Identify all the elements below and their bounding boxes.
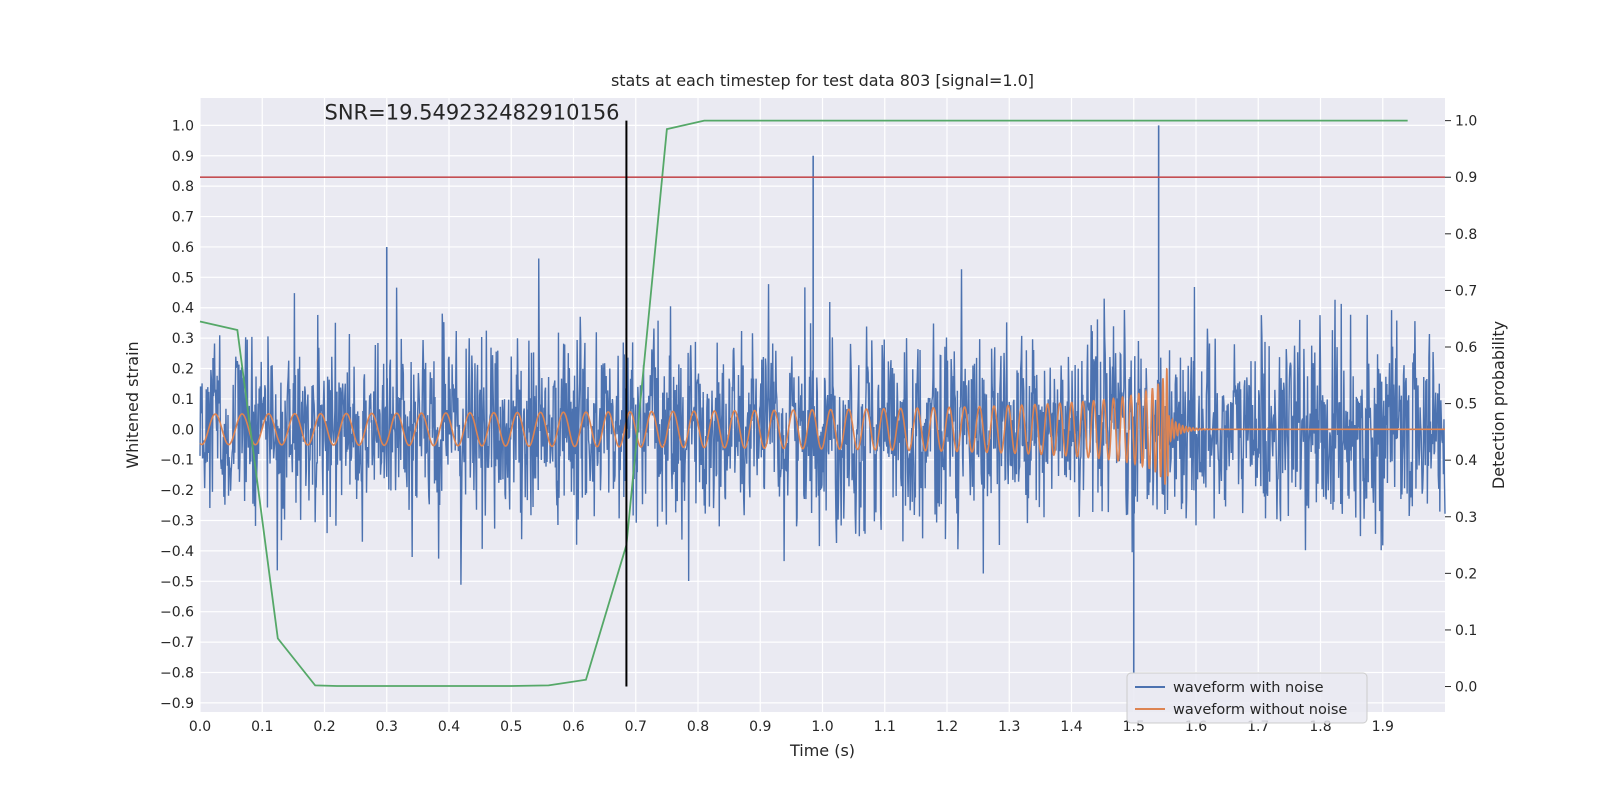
y-right-tick-label: 0.8 <box>1455 227 1477 243</box>
x-tick-label: 1.9 <box>1372 719 1394 735</box>
y-axis-right-ticks: 1.0 0.9 0.8 0.7 0.6 0.5 0.4 0.3 0.2 0.1 0.0 <box>1445 114 1477 696</box>
y-left-tick-label: −0.2 <box>160 483 194 499</box>
y-axis-left-label: Whitened strain <box>123 341 142 468</box>
y-right-tick-label: 0.7 <box>1455 283 1477 299</box>
y-right-tick-label: 0.2 <box>1455 566 1477 582</box>
y-left-tick-label: 0.4 <box>172 301 194 317</box>
y-axis-right-label: Detection probability <box>1489 321 1508 489</box>
x-tick-label: 1.1 <box>874 719 896 735</box>
x-tick-label: 1.4 <box>1060 719 1082 735</box>
y-left-tick-label: −0.4 <box>160 544 194 560</box>
y-axis-left-ticks: 1.0 0.9 0.8 0.7 0.6 0.5 0.4 0.3 0.2 0.1 0.0 −0.1 −0.… <box>160 118 194 712</box>
legend: waveform with noise waveform without nois… <box>1126 672 1368 724</box>
y-right-tick-label: 0.3 <box>1455 510 1477 526</box>
y-left-tick-label: 0.8 <box>172 179 194 195</box>
x-tick-label: 0.0 <box>189 719 211 735</box>
y-left-tick-label: 0.6 <box>172 240 194 256</box>
y-right-tick-label: 0.4 <box>1455 453 1477 469</box>
y-left-tick-label: −0.8 <box>160 665 194 681</box>
x-tick-label: 1.3 <box>998 719 1020 735</box>
x-tick-label: 0.3 <box>376 719 398 735</box>
y-left-tick-label: 0.1 <box>172 392 194 408</box>
y-left-tick-label: 0.2 <box>172 362 194 378</box>
legend-entry: waveform with noise <box>1173 680 1324 696</box>
legend-box <box>1126 672 1368 724</box>
y-right-tick-label: 0.9 <box>1455 170 1477 186</box>
x-axis-label: Time (s) <box>789 741 855 760</box>
x-tick-label: 0.5 <box>500 719 522 735</box>
x-tick-label: 0.2 <box>313 719 335 735</box>
y-right-tick-label: 0.6 <box>1455 340 1477 356</box>
y-left-tick-label: −0.1 <box>160 453 194 469</box>
y-left-tick-label: 1.0 <box>172 118 194 134</box>
y-left-tick-label: −0.7 <box>160 635 194 651</box>
y-right-tick-label: 0.1 <box>1455 623 1477 639</box>
clean-line <box>199 367 1445 485</box>
series-waveform-with-noise <box>199 125 1446 673</box>
y-left-tick-label: −0.9 <box>160 696 194 712</box>
y-left-tick-label: 0.0 <box>172 422 194 438</box>
x-tick-label: 0.7 <box>625 719 647 735</box>
x-tick-label: 0.6 <box>562 719 584 735</box>
y-left-tick-label: −0.6 <box>160 605 194 621</box>
series-detection-probability <box>199 119 1408 687</box>
y-right-tick-label: 0.5 <box>1455 397 1477 413</box>
x-tick-label: 0.8 <box>687 719 709 735</box>
y-left-tick-label: −0.5 <box>160 574 194 590</box>
x-tick-label: 1.2 <box>936 719 958 735</box>
y-left-tick-label: −0.3 <box>160 514 194 530</box>
x-axis-ticks: 0.0 0.1 0.2 0.3 0.4 0.5 0.6 0.7 0.8 0.9 1.0 1.1 1.2 1… <box>189 719 1394 735</box>
y-left-tick-label: 0.3 <box>172 331 194 347</box>
x-tick-label: 0.1 <box>251 719 273 735</box>
snr-annotation: SNR=19.549232482910156 <box>325 101 620 125</box>
y-right-tick-label: 1.0 <box>1455 114 1477 130</box>
y-left-tick-label: 0.9 <box>172 149 194 165</box>
x-tick-label: 0.9 <box>749 719 771 735</box>
noise-line <box>199 258 1446 585</box>
y-left-tick-label: 0.5 <box>172 270 194 286</box>
x-tick-label: 1.0 <box>811 719 833 735</box>
y-right-tick-label: 0.0 <box>1455 680 1477 696</box>
y-left-tick-label: 0.7 <box>172 210 194 226</box>
series-waveform-without-noise <box>199 367 1445 485</box>
x-tick-label: 0.4 <box>438 719 460 735</box>
chart-title: stats at each timestep for test data 803… <box>611 71 1034 90</box>
probability-line <box>199 119 1408 687</box>
legend-entry: waveform without noise <box>1173 702 1347 718</box>
